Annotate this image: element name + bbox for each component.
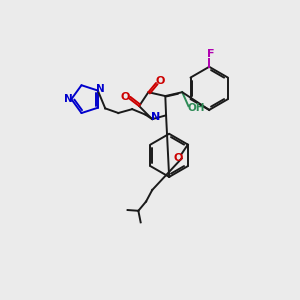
Text: O: O	[121, 92, 130, 102]
Text: O: O	[155, 76, 165, 86]
Text: OH: OH	[187, 103, 205, 112]
Text: F: F	[207, 49, 214, 59]
Text: N: N	[152, 112, 161, 122]
Text: N: N	[96, 84, 105, 94]
Text: N: N	[64, 94, 73, 104]
Text: O: O	[174, 153, 183, 164]
